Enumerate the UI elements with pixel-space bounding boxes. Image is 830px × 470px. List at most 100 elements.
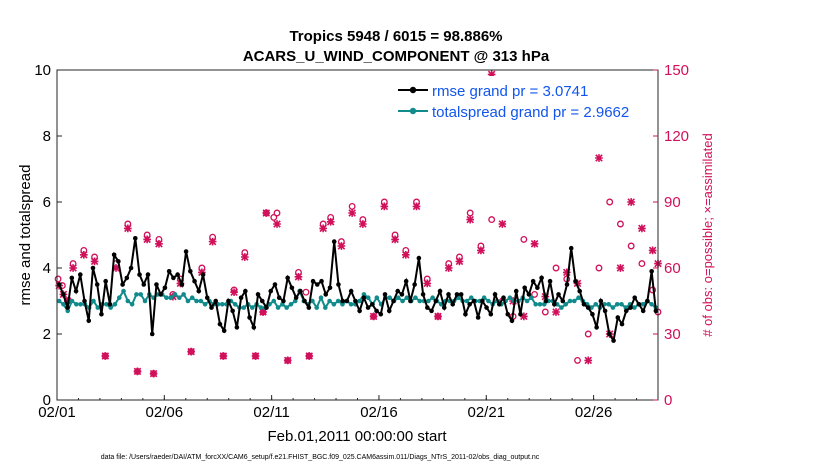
totalspread-point	[284, 305, 289, 310]
rmse-point	[488, 311, 494, 317]
obs-assimilated-point	[520, 312, 528, 321]
rmse-point	[111, 252, 117, 258]
y-axis-label: rmse and totalspread	[17, 165, 34, 306]
rmse-point	[230, 308, 235, 314]
rmse-point	[433, 298, 439, 304]
rmse-point	[623, 308, 629, 314]
obs-assimilated-point	[101, 352, 110, 360]
rmse-point	[615, 315, 621, 320]
obs-assimilated-point	[455, 257, 464, 266]
totalspread-point	[56, 298, 62, 304]
rmse-point	[209, 305, 214, 310]
rmse-point	[607, 331, 612, 337]
rmse-point	[522, 285, 527, 291]
rmse-point	[175, 272, 180, 277]
totalspread-point	[198, 298, 204, 304]
obs-possible-point	[273, 209, 281, 217]
totalspread-point	[250, 305, 255, 310]
rmse-point	[645, 298, 650, 304]
rmse-point	[391, 298, 396, 304]
rmse-point	[547, 278, 553, 284]
rmse-point	[259, 298, 265, 304]
plot-area	[57, 70, 658, 400]
obs-assimilated-point	[380, 202, 389, 211]
totalspread-point	[258, 305, 264, 310]
rmse-point	[446, 292, 451, 297]
rmse-point	[496, 302, 502, 307]
totalspread-point	[327, 298, 332, 304]
rmse-point	[179, 282, 185, 287]
totalspread-point	[202, 302, 208, 307]
rmse-point	[56, 282, 62, 287]
rmse-point	[145, 272, 151, 277]
obs-assimilated-point	[69, 264, 77, 272]
totalspread-point	[271, 298, 277, 304]
totalspread-point	[318, 295, 324, 301]
obs-assimilated-point	[616, 264, 625, 272]
obs-possible-point	[302, 288, 310, 296]
rmse-point	[408, 298, 413, 304]
y-tick-label: 4	[43, 260, 51, 277]
obs-assimilated-point	[273, 220, 281, 228]
totalspread-point	[189, 295, 195, 301]
totalspread-point	[194, 298, 199, 304]
totalspread-point	[219, 302, 225, 307]
totalspread-point	[69, 298, 75, 304]
totalspread-point	[142, 298, 148, 304]
obs-assimilated-point	[219, 352, 228, 360]
rmse-point	[450, 302, 456, 307]
rmse-point	[69, 275, 75, 281]
totalspread-point	[78, 302, 83, 307]
rmse-point	[154, 282, 159, 287]
totalspread-point	[232, 302, 238, 307]
rmse-point	[61, 292, 66, 297]
rmse-point	[196, 288, 202, 294]
rmse-point	[99, 311, 104, 317]
totalspread-point	[95, 305, 101, 310]
rmse-point	[458, 292, 464, 297]
totalspread-point	[413, 295, 418, 301]
obs-assimilated-point	[434, 312, 442, 321]
rmse-point	[395, 288, 401, 294]
totalspread-point	[314, 305, 320, 310]
rmse-point	[73, 288, 79, 294]
totalspread-point	[275, 305, 281, 310]
obs-assimilated-point	[230, 288, 238, 297]
rmse-point	[243, 288, 248, 294]
rmse-point	[365, 305, 371, 310]
legend-rmse-label: rmse grand pr = 3.0741	[432, 83, 588, 100]
rmse-point	[247, 315, 252, 320]
y-tick-label: 8	[43, 128, 51, 145]
obs-assimilated-point	[240, 253, 249, 261]
totalspread-point	[348, 302, 354, 307]
rmse-point	[416, 255, 422, 261]
y-tick-label: 6	[43, 194, 51, 211]
totalspread-point	[395, 295, 401, 301]
rmse-point	[573, 278, 578, 284]
rmse-point	[192, 278, 197, 284]
rmse-point	[86, 318, 92, 324]
rmse-point	[454, 292, 460, 297]
rmse-point	[467, 302, 472, 307]
rmse-point	[556, 292, 561, 297]
obs-assimilated-point	[208, 237, 217, 246]
totalspread-point	[464, 298, 470, 304]
rmse-point	[425, 305, 430, 310]
x-tick-label: 02/21	[468, 404, 506, 421]
totalspread-point	[606, 302, 611, 307]
totalspread-point	[563, 302, 569, 307]
rmse-point	[107, 302, 113, 307]
obs-possible-point	[574, 356, 581, 364]
totalspread-point	[533, 302, 538, 307]
rmse-point	[331, 239, 337, 244]
rmse-point	[120, 282, 125, 287]
rmse-point	[158, 292, 163, 297]
totalspread-point	[576, 295, 581, 301]
rmse-point	[581, 302, 587, 307]
totalspread-point	[104, 302, 109, 307]
x-tick-label: 02/16	[360, 404, 398, 421]
rmse-point	[505, 311, 511, 317]
rmse-point	[344, 298, 350, 304]
totalspread-point	[129, 302, 135, 307]
x-tick-label: 02/06	[146, 404, 184, 421]
